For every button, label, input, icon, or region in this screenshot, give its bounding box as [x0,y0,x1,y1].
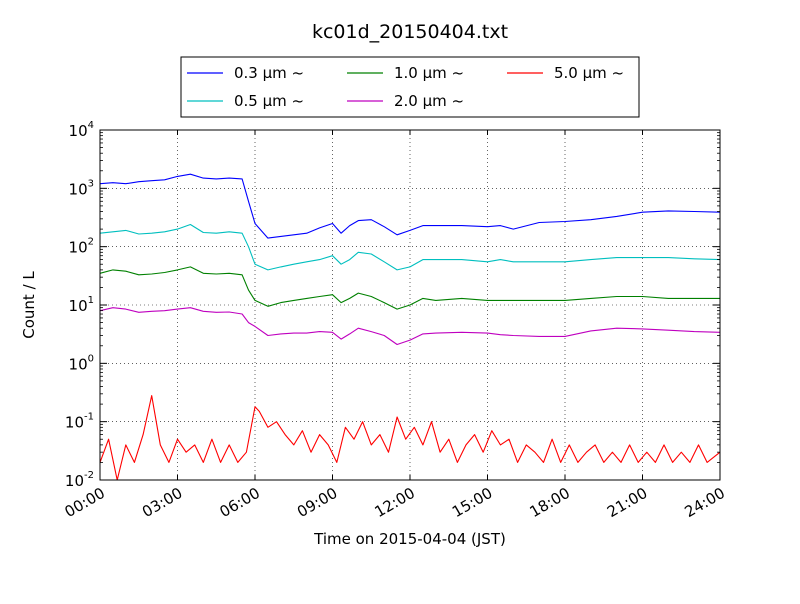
series-line [99,173,721,239]
y-tick-label: 10-2 [65,470,94,490]
y-tick-label: 104 [69,120,94,140]
x-tick-label: 09:00 [294,484,340,521]
grid [100,130,720,480]
legend-label: 0.3 μm ~ [234,64,304,82]
x-axis-ticks: 00:00 03:00 06:00 09:00 12:00 15:00 18:00 21:00… [62,130,728,521]
y-tick-label: 103 [69,178,94,198]
chart-title: kc01d_20150404.txt [312,21,508,43]
series-line [99,266,720,310]
legend-box [180,56,640,118]
x-tick-label: 21:00 [604,484,650,521]
legend-label: 0.5 μm ~ [234,92,304,110]
x-tick-label: 06:00 [217,484,263,521]
y-axis-ticks: 10-2 10-1 100 101 102 103 104 [65,120,720,490]
series-line [99,395,721,481]
series-line [99,223,721,271]
x-tick-label: 24:00 [682,484,728,521]
x-tick-label: 18:00 [527,484,573,521]
legend: 0.3 μm ~ 1.0 μm ~ 5.0 μm ~ 0.5 μm ~ 2.0 μm ~ [180,56,640,118]
y-axis-label: Count / L [20,271,38,339]
legend-label: 5.0 μm ~ [554,64,624,82]
x-tick-label: 12:00 [372,484,418,521]
legend-label: 2.0 μm ~ [394,92,464,110]
x-tick-label: 03:00 [139,484,185,521]
y-tick-label: 100 [69,353,94,373]
series-line [99,307,721,346]
x-axis-label: Time on 2015-04-04 (JST) [313,530,506,548]
legend-label: 1.0 μm ~ [394,64,464,82]
y-tick-label: 101 [69,295,94,315]
y-tick-label: 10-1 [65,412,94,432]
series-layer [99,173,721,481]
x-tick-label: 15:00 [449,484,495,521]
y-tick-label: 102 [69,237,94,257]
